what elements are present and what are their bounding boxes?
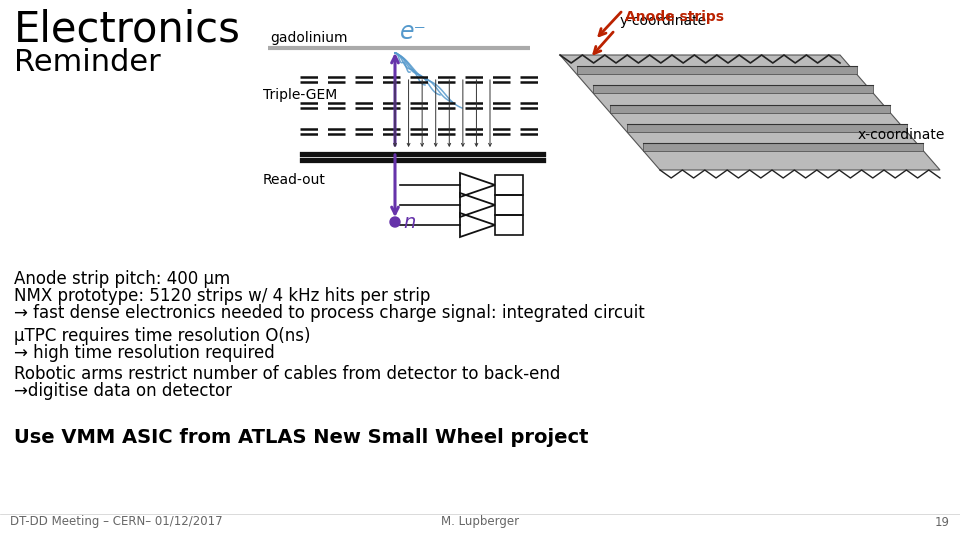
- Text: Anode strip pitch: 400 μm: Anode strip pitch: 400 μm: [14, 270, 230, 288]
- Bar: [495, 195, 523, 215]
- Text: DT-DD Meeting – CERN– 01/12/2017: DT-DD Meeting – CERN– 01/12/2017: [10, 516, 223, 529]
- Text: M. Lupberger: M. Lupberger: [441, 516, 519, 529]
- Bar: [495, 215, 523, 235]
- Text: Use VMM ASIC from ATLAS New Small Wheel project: Use VMM ASIC from ATLAS New Small Wheel …: [14, 428, 588, 447]
- Polygon shape: [643, 143, 924, 151]
- Text: Read-out: Read-out: [263, 173, 325, 187]
- Text: Robotic arms restrict number of cables from detector to back-end: Robotic arms restrict number of cables f…: [14, 365, 561, 383]
- Bar: [495, 175, 523, 195]
- Text: y-coordinate: y-coordinate: [620, 14, 708, 28]
- Polygon shape: [560, 55, 940, 170]
- Polygon shape: [577, 66, 856, 74]
- Text: x-coordinate: x-coordinate: [857, 128, 945, 142]
- Polygon shape: [593, 85, 874, 93]
- Text: → fast dense electronics needed to process charge signal: integrated circuit: → fast dense electronics needed to proce…: [14, 304, 645, 322]
- Text: gadolinium: gadolinium: [270, 31, 348, 45]
- Text: Anode strips: Anode strips: [625, 10, 724, 24]
- Polygon shape: [627, 124, 906, 132]
- Text: Reminder: Reminder: [14, 48, 160, 77]
- Text: NMX prototype: 5120 strips w/ 4 kHz hits per strip: NMX prototype: 5120 strips w/ 4 kHz hits…: [14, 287, 430, 305]
- Text: Triple-GEM: Triple-GEM: [263, 88, 337, 102]
- Text: →digitise data on detector: →digitise data on detector: [14, 382, 232, 400]
- Circle shape: [390, 217, 400, 227]
- Text: 19: 19: [935, 516, 950, 529]
- Text: n: n: [403, 213, 416, 232]
- Text: Electronics: Electronics: [14, 8, 241, 50]
- Text: → high time resolution required: → high time resolution required: [14, 344, 275, 362]
- Polygon shape: [610, 105, 890, 112]
- Text: e⁻: e⁻: [400, 20, 427, 44]
- Text: μTPC requires time resolution O(ns): μTPC requires time resolution O(ns): [14, 327, 310, 345]
